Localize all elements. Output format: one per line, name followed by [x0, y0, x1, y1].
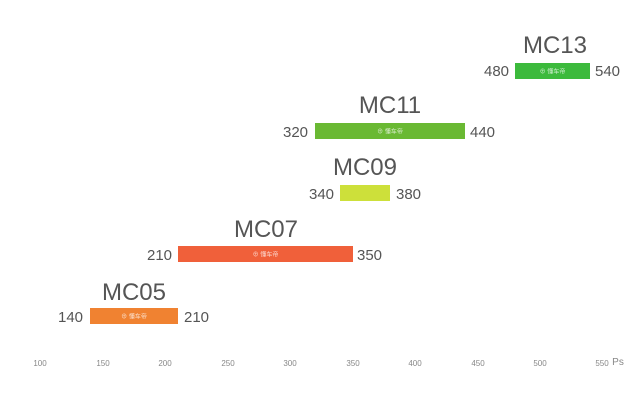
bar-mc07: ⊕ 懂车帝 [178, 246, 353, 262]
end-mc13: 540 [595, 63, 621, 80]
bar-mc05: ⊕ 懂车帝 [90, 308, 178, 324]
x-tick: 400 [408, 359, 422, 368]
x-tick: 100 [33, 359, 47, 368]
start-mc09: 340 [309, 186, 335, 203]
bar-mc09 [340, 185, 390, 201]
watermark: ⊕ 懂车帝 [539, 69, 566, 76]
start-mc05: 140 [58, 309, 84, 326]
x-tick: 350 [346, 359, 360, 368]
bar-mc11: ⊕ 懂车帝 [315, 123, 465, 139]
x-tick: 200 [158, 359, 172, 368]
watermark: ⊕ 懂车帝 [377, 129, 403, 136]
x-tick: 150 [96, 359, 110, 368]
x-tick: 450 [471, 359, 485, 368]
x-axis-unit: Ps [612, 357, 624, 368]
start-mc11: 320 [283, 124, 309, 141]
end-mc05: 210 [184, 309, 210, 326]
label-mc07: MC07 [233, 216, 299, 243]
x-tick: 250 [221, 359, 235, 368]
end-mc11: 440 [470, 124, 496, 141]
bar-mc13: ⊕ 懂车帝 [515, 63, 590, 79]
label-mc05: MC05 [101, 279, 167, 306]
x-tick: 300 [283, 359, 297, 368]
x-tick: 550 [595, 359, 609, 368]
start-mc07: 210 [147, 247, 173, 264]
start-mc13: 480 [484, 63, 510, 80]
label-mc13: MC13 [522, 32, 588, 59]
label-mc11: MC11 [358, 92, 422, 119]
end-mc09: 380 [396, 186, 422, 203]
watermark: ⊕ 懂车帝 [252, 252, 279, 259]
label-mc09: MC09 [332, 154, 398, 181]
x-tick: 500 [533, 359, 547, 368]
end-mc07: 350 [357, 247, 383, 264]
watermark: ⊕ 懂车帝 [121, 314, 147, 321]
